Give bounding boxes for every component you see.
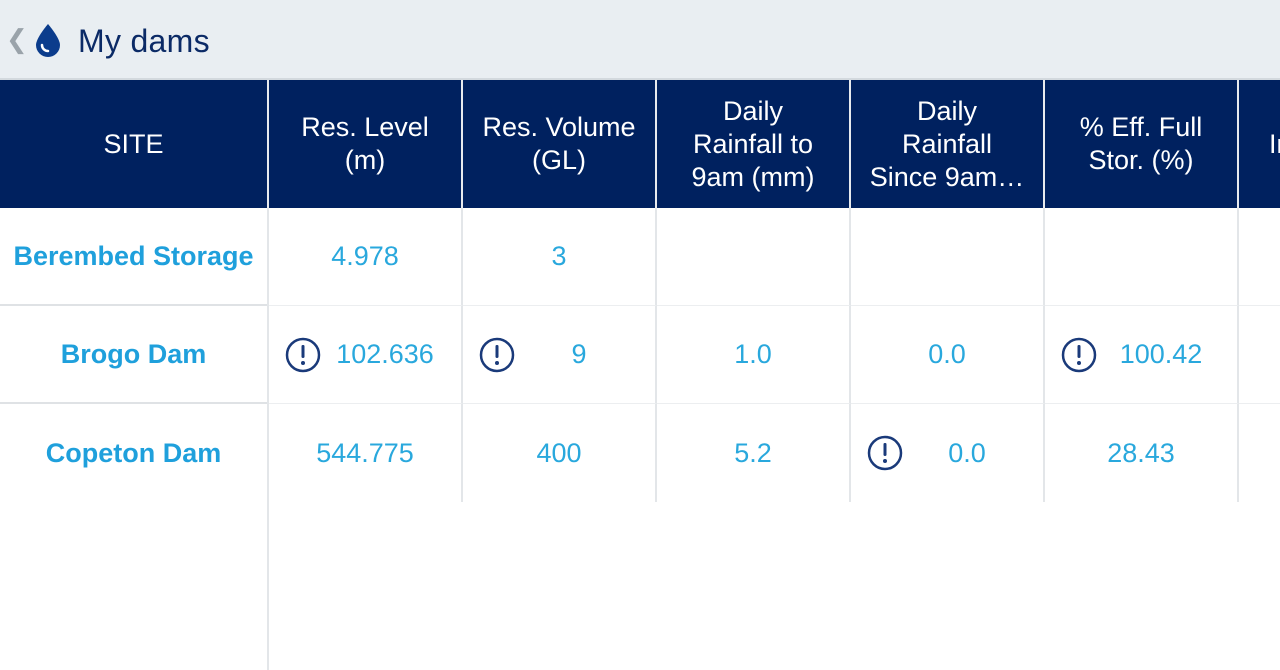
res-level-value: 4.978 [269, 208, 463, 306]
res-level-value: 544.775 [269, 404, 463, 502]
rain-to-9am-value: 1.0 [657, 306, 851, 404]
inflow-value [1239, 404, 1280, 502]
res-volume-value: 3 [463, 208, 657, 306]
warning-icon[interactable] [285, 337, 321, 373]
eff-full-value: 100.42 [1119, 339, 1203, 369]
table-row[interactable]: Brogo Dam 102.636 9 1.0 0.0 100.42 [0, 306, 1280, 404]
site-column-divider [267, 208, 269, 670]
site-name[interactable]: Copeton Dam [0, 404, 269, 502]
rain-since-9am-cell: 0.0 [851, 404, 1045, 502]
site-name[interactable]: Berembed Storage [0, 208, 269, 306]
dams-table: SITE Res. Level (m) Res. Volume (GL) Dai… [0, 80, 1280, 670]
column-header-eff-full[interactable]: % Eff. Full Stor. (%) [1045, 80, 1239, 208]
res-level-value: 102.636 [336, 339, 434, 369]
warning-icon[interactable] [1061, 337, 1097, 373]
table-row[interactable]: Berembed Storage 4.978 3 [0, 208, 1280, 306]
rain-to-9am-value: 5.2 [657, 404, 851, 502]
eff-full-cell: 100.42 [1045, 306, 1239, 404]
res-level-cell: 102.636 [269, 306, 463, 404]
rain-to-9am-value [657, 208, 851, 306]
table-header-row: SITE Res. Level (m) Res. Volume (GL) Dai… [0, 80, 1280, 208]
column-header-rain-since-9am[interactable]: Daily Rainfall Since 9am… [851, 80, 1045, 208]
eff-full-value: 28.43 [1045, 404, 1239, 502]
rain-since-9am-value: 0.0 [851, 306, 1045, 404]
rain-since-9am-value: 0.0 [948, 437, 986, 468]
warning-icon[interactable] [867, 435, 903, 471]
table-row[interactable]: Copeton Dam 544.775 400 5.2 0.0 28.43 [0, 404, 1280, 502]
inflow-value [1239, 208, 1280, 306]
column-header-res-level[interactable]: Res. Level (m) [269, 80, 463, 208]
site-name[interactable]: Brogo Dam [0, 306, 269, 404]
column-header-site[interactable]: SITE [0, 80, 269, 208]
res-volume-cell: 9 [463, 306, 657, 404]
res-volume-value: 9 [571, 339, 587, 369]
page-title: My dams [78, 23, 210, 59]
inflow-value [1239, 306, 1280, 404]
rain-since-9am-value [851, 208, 1045, 306]
top-bar: ❮ My dams [0, 0, 1280, 80]
eff-full-value [1045, 208, 1239, 306]
water-drop-icon [36, 24, 60, 57]
res-volume-value: 400 [463, 404, 657, 502]
column-header-inflow[interactable]: In [1239, 80, 1280, 208]
column-header-res-volume[interactable]: Res. Volume (GL) [463, 80, 657, 208]
chevron-left-icon[interactable]: ❮ [6, 24, 28, 54]
column-header-rain-to-9am[interactable]: Daily Rainfall to 9am (mm) [657, 80, 851, 208]
warning-icon[interactable] [479, 337, 515, 373]
